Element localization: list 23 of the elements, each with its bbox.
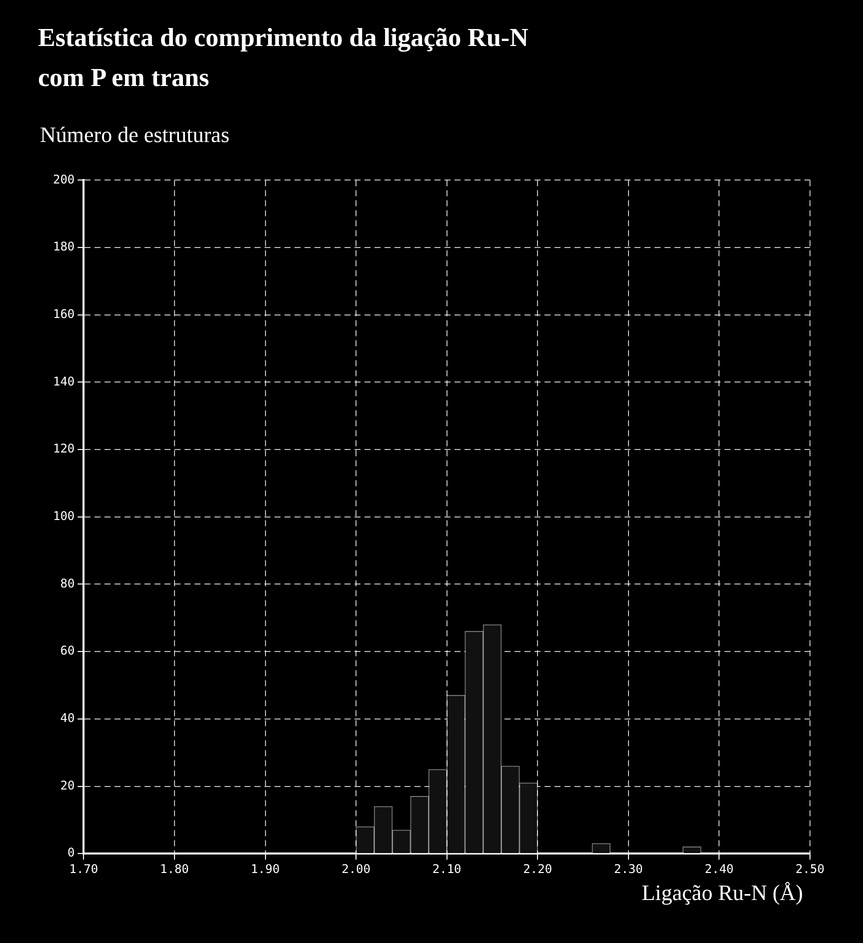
y-tick-label: 80 bbox=[60, 576, 75, 590]
chart-title: Estatística do comprimento da ligação Ru-N com P em trans bbox=[38, 22, 530, 94]
y-tick-label: 160 bbox=[52, 307, 75, 322]
x-axis-title: Ligação Ru-N (Å) bbox=[642, 880, 803, 906]
y-tick-label: 20 bbox=[60, 778, 75, 792]
y-tick-label: 140 bbox=[52, 374, 75, 388]
y-tick-label: 60 bbox=[60, 644, 75, 658]
x-tick-label: 2.10 bbox=[432, 862, 462, 876]
y-tick-label: 200 bbox=[52, 172, 75, 186]
x-tick-label: 1.80 bbox=[160, 862, 189, 876]
y-tick-label: 120 bbox=[52, 442, 75, 456]
x-tick-label: 1.70 bbox=[69, 862, 98, 876]
y-axis-title: Número de estruturas bbox=[40, 122, 230, 148]
x-tick-label: 2.50 bbox=[796, 862, 824, 876]
y-tick-label: 180 bbox=[52, 240, 75, 254]
y-tick-label: 100 bbox=[52, 509, 75, 524]
x-tick-label: 2.40 bbox=[704, 862, 734, 876]
x-tick-label: 2.30 bbox=[614, 862, 643, 876]
y-tick-label: 40 bbox=[60, 711, 75, 726]
x-tick-label: 1.90 bbox=[250, 862, 280, 876]
x-tick-label: 2.00 bbox=[342, 862, 370, 876]
x-tick-label: 2.20 bbox=[523, 862, 552, 876]
y-tick-label: 0 bbox=[67, 846, 75, 860]
